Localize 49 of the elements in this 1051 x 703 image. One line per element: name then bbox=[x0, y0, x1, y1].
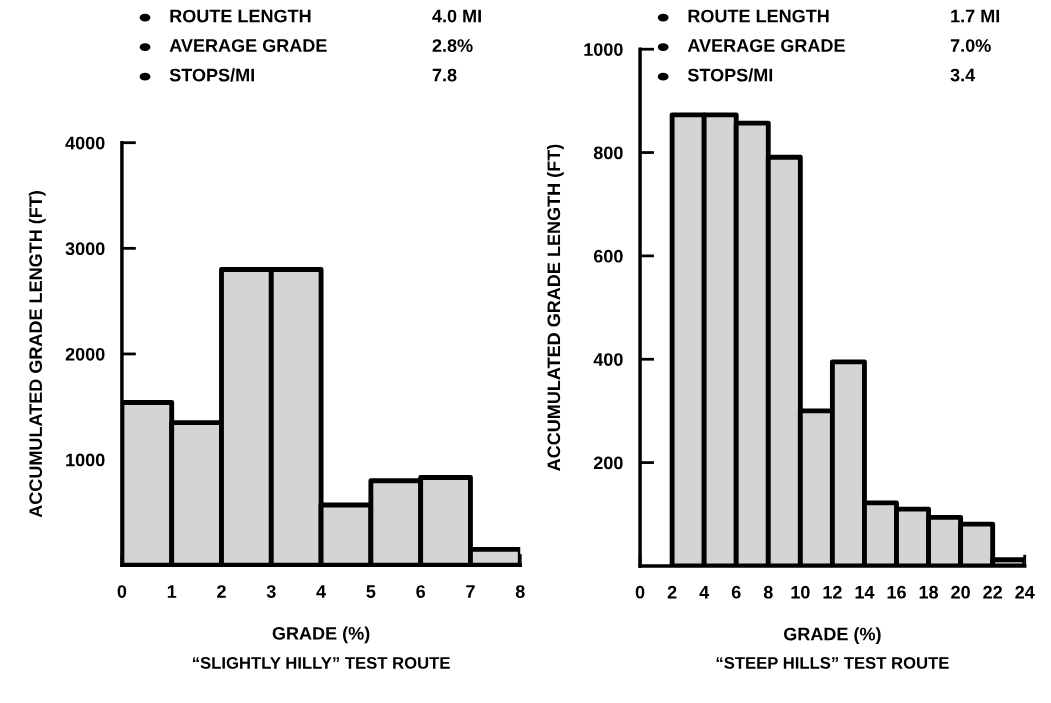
y-axis-title: ACCUMULATED GRADE LENGTH (FT) bbox=[546, 144, 564, 471]
annotation: 3.4 bbox=[950, 68, 976, 82]
x-tick-label: 10 bbox=[791, 585, 810, 599]
x-tick-label: 7 bbox=[466, 585, 475, 598]
x-tick-label: 22 bbox=[983, 585, 1002, 599]
x-tick-label: 5 bbox=[366, 585, 376, 598]
x-tick-label: 4 bbox=[316, 585, 326, 598]
x-tick-label: 2 bbox=[667, 585, 677, 599]
y-tick-label: 600 bbox=[593, 249, 623, 263]
y-tick-label: 1000 bbox=[66, 453, 105, 467]
text: 2.8% bbox=[432, 39, 473, 52]
x-tick-label: 6 bbox=[731, 585, 741, 599]
text: AVERAGE GRADE bbox=[169, 39, 327, 52]
x-tick-label: 2 bbox=[217, 585, 226, 598]
x-tick-label: 1 bbox=[167, 585, 177, 598]
annotation: AVERAGE GRADE bbox=[687, 39, 845, 52]
text: 4.0 MI bbox=[432, 9, 481, 23]
x-axis-title: GRADE (%) bbox=[783, 627, 881, 645]
y-tick-label: 2000 bbox=[65, 347, 105, 361]
text: ROUTE LENGTH bbox=[170, 9, 311, 23]
y-tick-label: 1000 bbox=[584, 43, 623, 56]
x-tick-label: 0 bbox=[635, 585, 645, 599]
text: 7.8 bbox=[432, 68, 457, 82]
text: “SLIGHTLY HILLY” TEST ROUTE bbox=[192, 657, 450, 669]
y-tick-label: 3000 bbox=[65, 242, 105, 256]
annotation: STOPS/MI bbox=[687, 68, 773, 82]
text: 1.7 MI bbox=[951, 9, 1000, 23]
y-tick-label: 800 bbox=[593, 146, 623, 160]
x-tick-label: 6 bbox=[416, 585, 426, 598]
x-axis-title: GRADE (%) bbox=[272, 626, 370, 644]
x-tick-label: 14 bbox=[855, 586, 875, 599]
y-tick-label: 200 bbox=[593, 456, 623, 470]
x-tick-label: 24 bbox=[1015, 585, 1035, 599]
text: “STEEP HILLS” TEST ROUTE bbox=[716, 657, 949, 669]
x-tick-label: 8 bbox=[515, 585, 525, 598]
text: STOPS/MI bbox=[169, 68, 254, 82]
y-tick-label: 400 bbox=[593, 353, 623, 366]
x-tick-label: 4 bbox=[699, 586, 710, 599]
x-tick-label: 20 bbox=[951, 585, 970, 599]
y-axis-title: ACCUMULATED GRADE LENGTH (FT) bbox=[28, 191, 46, 518]
x-tick-label: 12 bbox=[823, 585, 842, 599]
x-tick-label: 3 bbox=[266, 585, 276, 598]
x-tick-label: 18 bbox=[919, 585, 939, 599]
x-tick-label: 16 bbox=[887, 585, 906, 599]
x-tick-label: 0 bbox=[117, 585, 127, 598]
annotation: 7.0% bbox=[950, 39, 991, 52]
text: ROUTE LENGTH bbox=[688, 9, 829, 23]
x-tick-label: 8 bbox=[763, 585, 773, 599]
y-tick-label: 4000 bbox=[65, 136, 105, 150]
